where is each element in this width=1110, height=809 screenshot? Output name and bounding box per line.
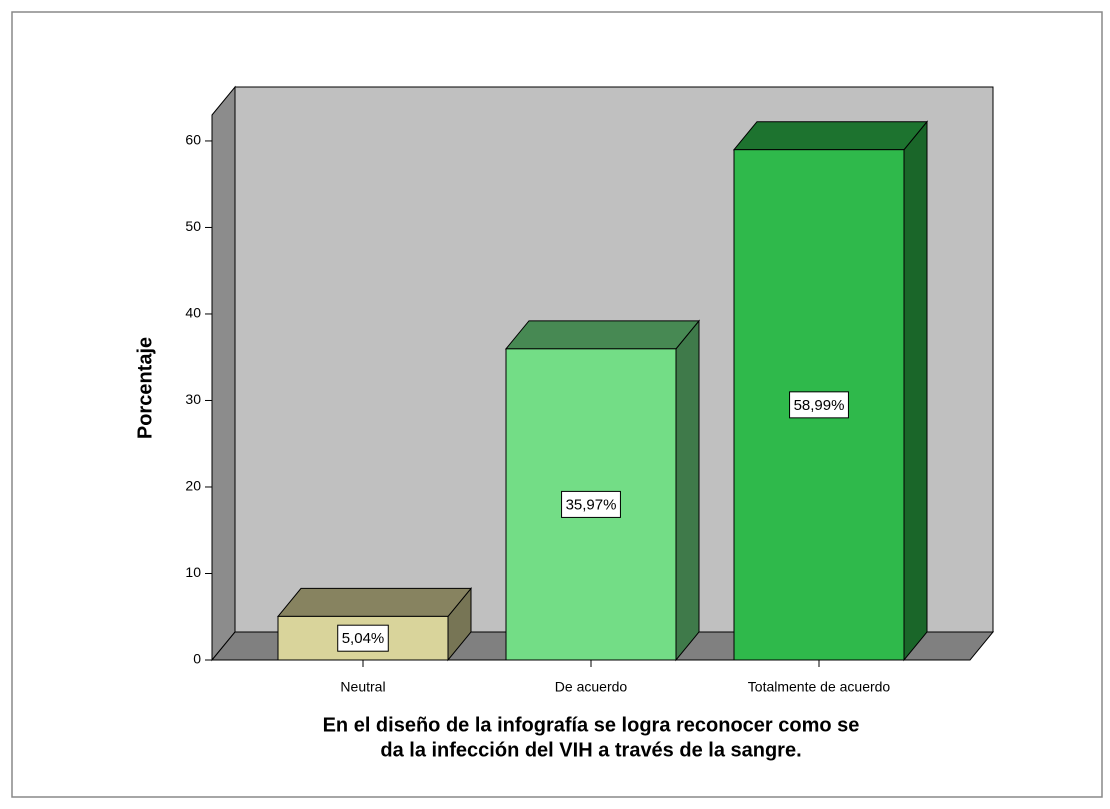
y-tick-label: 30 — [185, 391, 201, 407]
y-tick-label: 20 — [185, 478, 201, 494]
value-label: 35,97% — [566, 496, 617, 513]
y-tick-label: 10 — [185, 564, 201, 580]
value-label: 58,99% — [794, 397, 845, 414]
y-tick-label: 50 — [185, 218, 201, 234]
bar-top — [276, 587, 473, 617]
bar-top — [504, 320, 701, 350]
bar-top — [732, 121, 929, 151]
y-tick-label: 40 — [185, 305, 201, 321]
left-wall — [211, 85, 236, 662]
value-label: 5,04% — [342, 630, 385, 647]
bar — [277, 615, 449, 661]
value-label-box — [789, 391, 849, 419]
bar-side — [675, 319, 700, 662]
y-tick-label: 0 — [193, 651, 201, 667]
x-tick-label: Neutral — [340, 679, 385, 695]
bar-side — [903, 120, 928, 662]
y-tick-label: 60 — [185, 132, 201, 148]
x-axis-title: En el diseño de la infografía se logra r… — [323, 714, 860, 736]
y-axis-title: Porcentaje — [134, 337, 156, 439]
x-tick-label: Totalmente de acuerdo — [748, 679, 891, 695]
x-axis-title: da la infección del VIH a través de la s… — [380, 739, 801, 761]
x-tick-label: De acuerdo — [555, 679, 628, 695]
value-label-box — [337, 624, 389, 652]
value-label-box — [561, 490, 621, 518]
